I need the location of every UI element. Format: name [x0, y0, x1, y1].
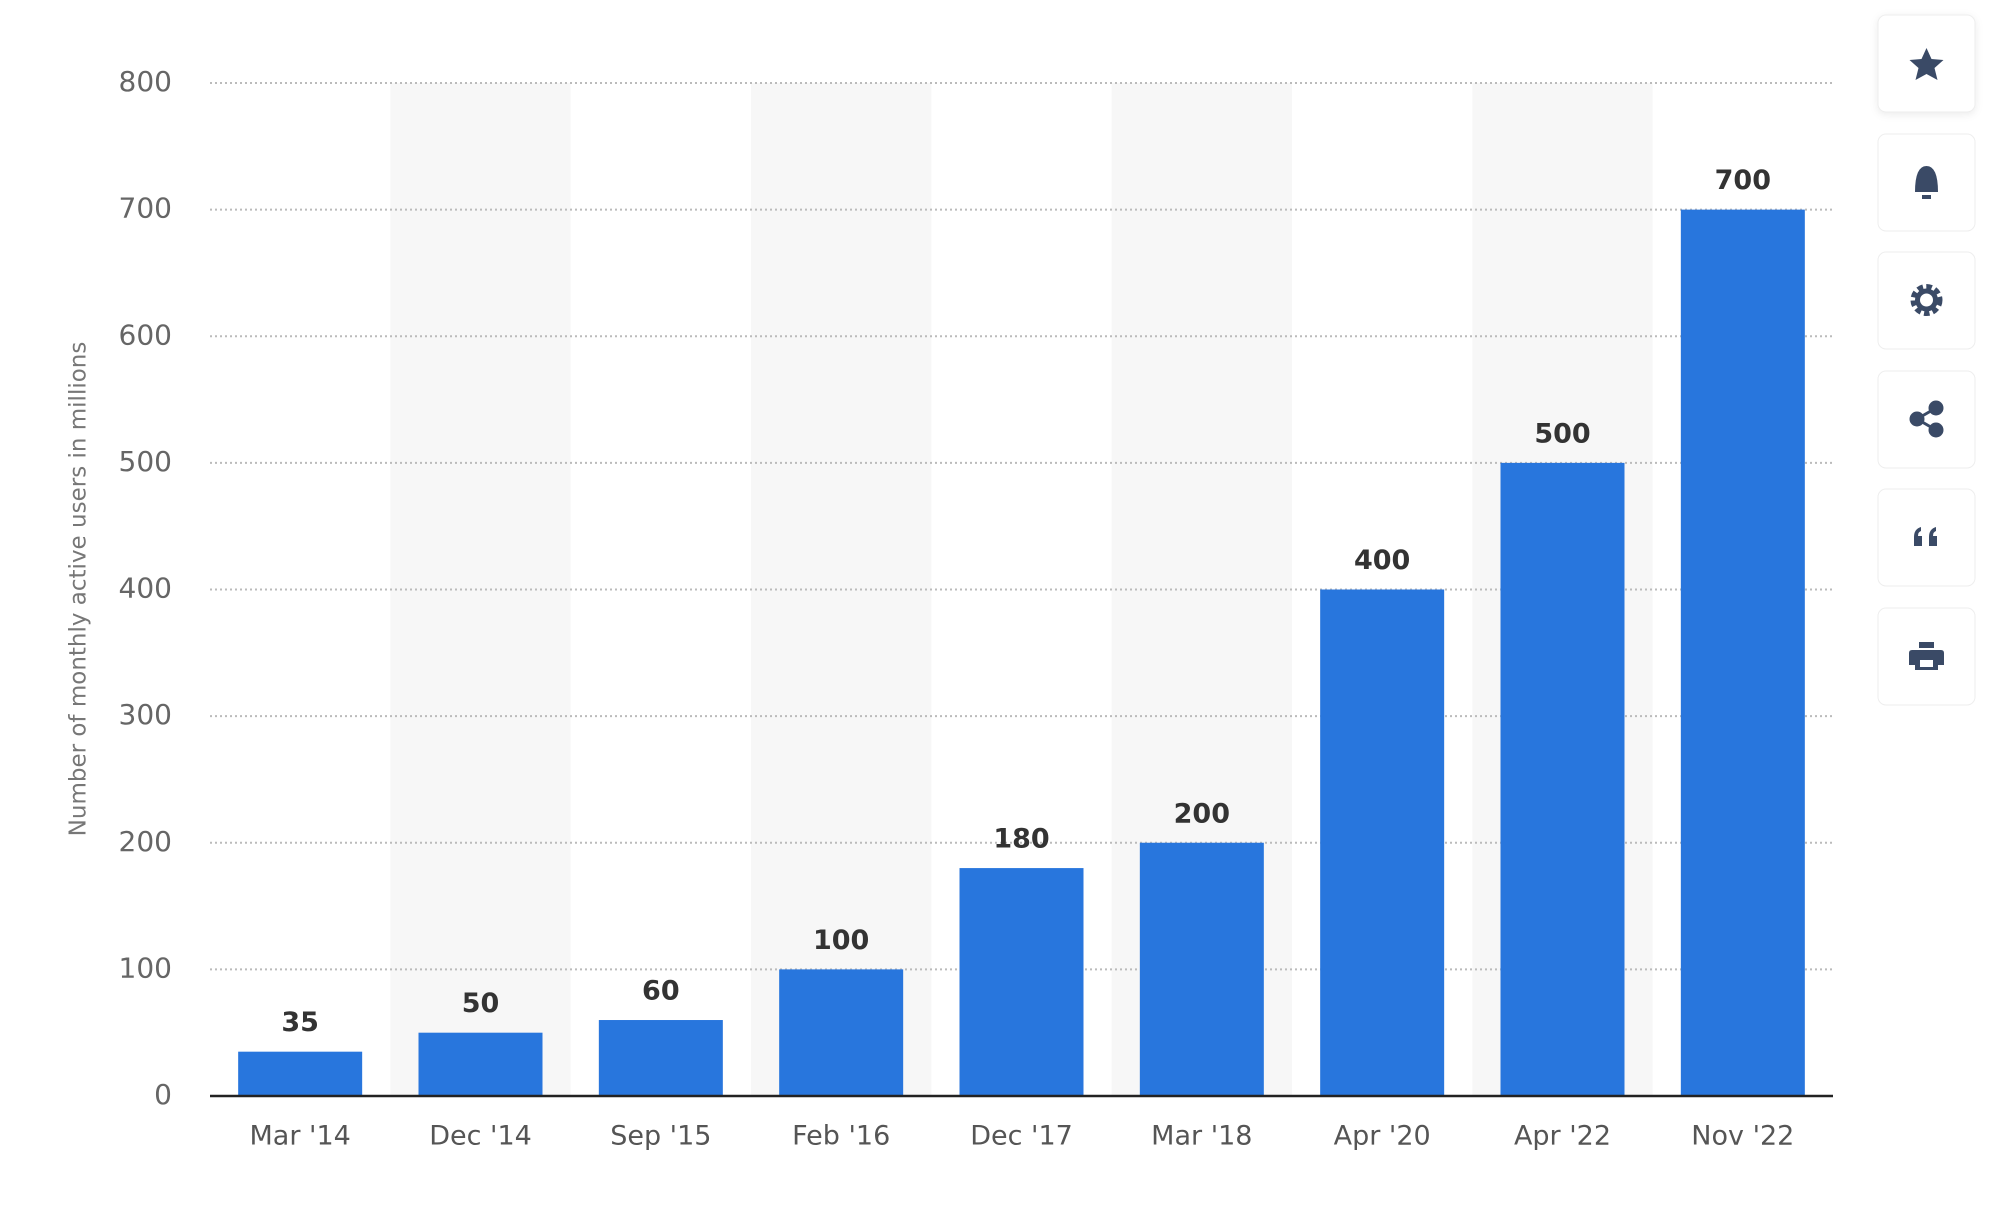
y-tick-label: 300 — [119, 698, 172, 731]
y-tick-label: 400 — [119, 572, 172, 605]
settings-button[interactable] — [1877, 251, 1976, 350]
value-label: 400 — [1354, 545, 1410, 576]
x-tick-label: Mar '14 — [250, 1121, 351, 1152]
y-tick-label: 200 — [119, 825, 172, 858]
bar — [1320, 589, 1445, 1096]
y-tick-label: 0 — [154, 1078, 172, 1111]
bar — [238, 1051, 363, 1096]
y-tick-label: 100 — [119, 951, 172, 984]
x-tick-label: Dec '14 — [429, 1121, 532, 1152]
x-tick-label: Sep '15 — [610, 1121, 711, 1152]
x-tick-label: Feb '16 — [792, 1121, 890, 1152]
bar — [959, 868, 1084, 1096]
y-tick-label: 800 — [119, 65, 172, 98]
value-label: 180 — [993, 824, 1049, 855]
value-label: 500 — [1534, 418, 1590, 449]
value-label: 60 — [642, 976, 680, 1007]
notification-button[interactable] — [1877, 133, 1976, 232]
bar — [1139, 842, 1264, 1096]
x-tick-label: Nov '22 — [1691, 1121, 1794, 1152]
x-tick-label: Mar '18 — [1151, 1121, 1252, 1152]
bar — [1500, 462, 1625, 1096]
value-label: 700 — [1715, 165, 1771, 196]
bar — [1680, 209, 1805, 1096]
value-label: 200 — [1174, 798, 1230, 829]
x-tick-label: Apr '22 — [1514, 1121, 1611, 1152]
bar — [779, 969, 904, 1096]
value-label: 35 — [281, 1007, 319, 1038]
share-button[interactable] — [1877, 370, 1976, 469]
value-label: 100 — [813, 925, 869, 956]
x-tick-label: Dec '17 — [970, 1121, 1073, 1152]
y-tick-label: 700 — [119, 192, 172, 225]
value-label: 50 — [462, 988, 500, 1019]
x-tick-label: Apr '20 — [1334, 1121, 1431, 1152]
y-tick-label: 500 — [119, 445, 172, 478]
toolbar — [1877, 14, 1976, 706]
y-tick-label: 600 — [119, 318, 172, 351]
bar — [598, 1020, 723, 1096]
cite-button[interactable] — [1877, 488, 1976, 587]
y-axis-title: Number of monthly active users in millio… — [66, 342, 92, 837]
bar — [418, 1032, 543, 1096]
print-button[interactable] — [1877, 607, 1976, 706]
favorite-button[interactable] — [1877, 14, 1976, 113]
